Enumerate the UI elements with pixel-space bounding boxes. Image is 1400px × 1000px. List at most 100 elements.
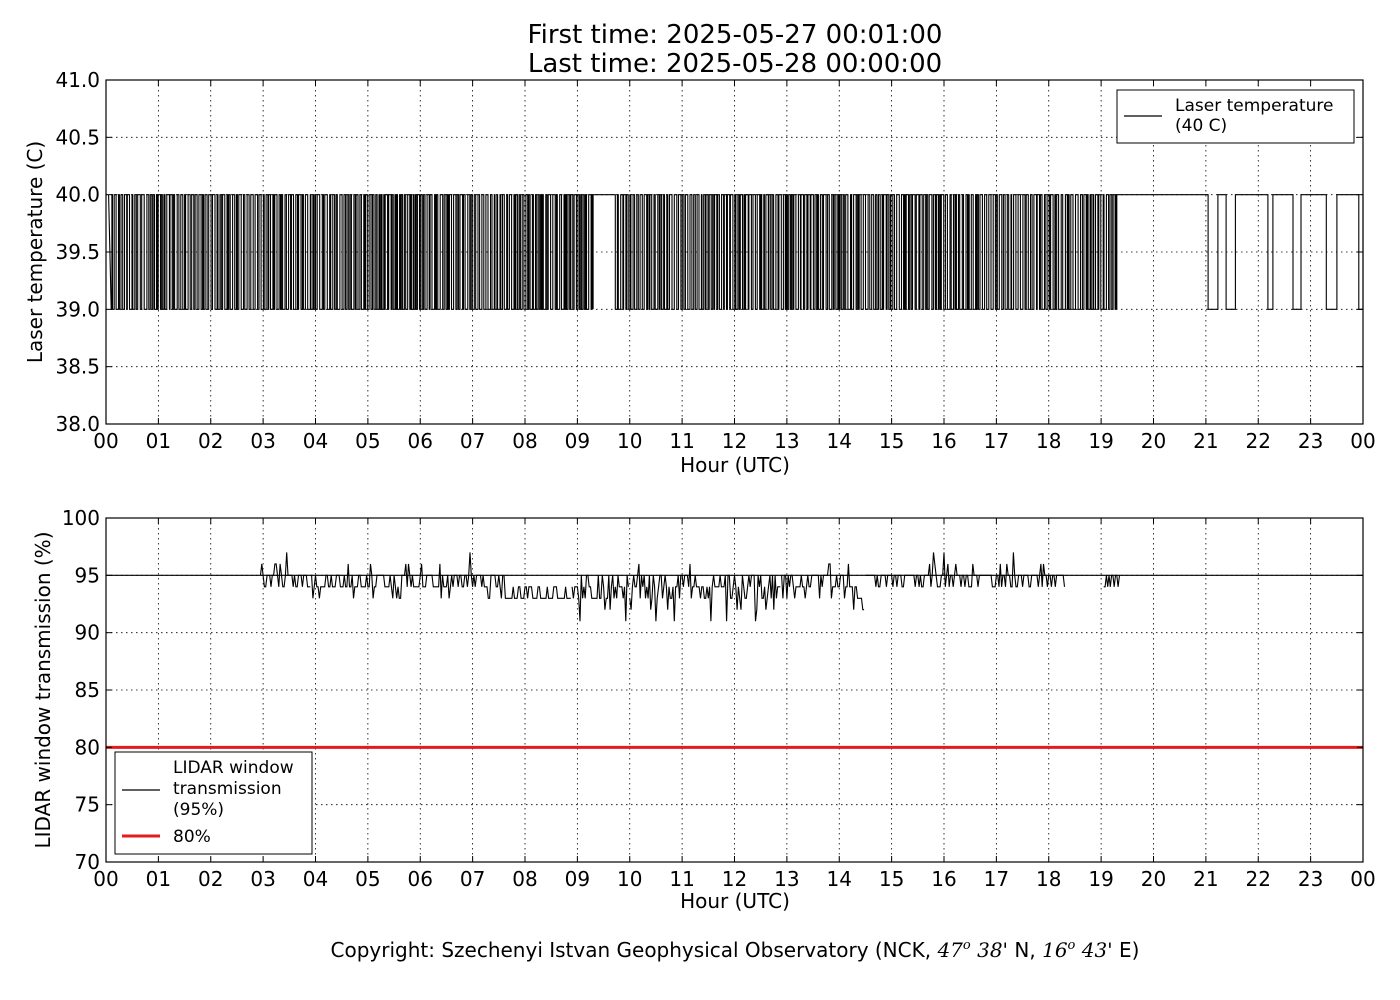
x-tick-label: 06 bbox=[408, 867, 433, 891]
x-tick-label: 17 bbox=[984, 867, 1009, 891]
x-tick-label: 05 bbox=[355, 867, 380, 891]
y-tick-label: 85 bbox=[75, 678, 100, 702]
longitude-degree-sign: o bbox=[1068, 938, 1076, 953]
x-tick-label: 12 bbox=[722, 429, 747, 453]
x-tick-label: 20 bbox=[1141, 429, 1166, 453]
x-tick-label: 06 bbox=[408, 429, 433, 453]
x-tick-label: 07 bbox=[460, 429, 485, 453]
x-tick-label: 00 bbox=[1350, 867, 1375, 891]
longitude-hemisphere: E) bbox=[1113, 938, 1140, 962]
transmission-line-segment bbox=[629, 563, 781, 622]
x-tick-label: 21 bbox=[1193, 429, 1218, 453]
transmission-legend-label-line-3: (95%) bbox=[173, 800, 224, 820]
x-tick-label: 11 bbox=[669, 429, 694, 453]
latitude-degree-sign: o bbox=[963, 938, 971, 953]
transmission-line-segment bbox=[1103, 574, 1121, 588]
x-tick-label: 10 bbox=[617, 429, 642, 453]
y-tick-label: 39.0 bbox=[55, 297, 100, 321]
x-tick-label: 03 bbox=[250, 429, 275, 453]
temperature-ticks: 00 01 02 03 04 05 06 07 08 09 10 11 12 13 14 15 16 17 18 19… bbox=[55, 68, 1375, 453]
transmission-series bbox=[106, 552, 1363, 749]
x-tick-label: 00 bbox=[1350, 429, 1375, 453]
transmission-line-segment bbox=[503, 575, 571, 599]
longitude-minutes: 43' bbox=[1075, 938, 1112, 962]
temperature-line bbox=[108, 194, 1364, 310]
temperature-legend: Laser temperature (40 C) bbox=[1116, 89, 1355, 144]
transmission-line-segment bbox=[310, 552, 504, 599]
y-tick-label: 41.0 bbox=[55, 68, 100, 92]
longitude-degrees: 16 bbox=[1042, 938, 1068, 962]
x-tick-label: 08 bbox=[512, 867, 537, 891]
x-tick-label: 19 bbox=[1088, 429, 1113, 453]
copyright: Copyright: Szechenyi Istvan Geophysical … bbox=[331, 938, 1140, 962]
x-tick-label: 09 bbox=[565, 429, 590, 453]
y-tick-label: 40.0 bbox=[55, 183, 100, 207]
temperature-legend-label-line-1: Laser temperature bbox=[1175, 96, 1333, 116]
x-tick-label: 22 bbox=[1246, 429, 1271, 453]
x-tick-label: 23 bbox=[1298, 429, 1323, 453]
title-line-1: First time: 2025-05-27 00:01:00 bbox=[528, 20, 943, 50]
x-tick-label: 13 bbox=[774, 867, 799, 891]
x-tick-label: 15 bbox=[879, 429, 904, 453]
x-tick-label: 16 bbox=[931, 429, 956, 453]
x-tick-label: 02 bbox=[198, 429, 223, 453]
latitude-minutes: 38' bbox=[971, 938, 1008, 962]
temperature-chart: 00 01 02 03 04 05 06 07 08 09 10 11 12 13 14 15 16 17 18 19… bbox=[23, 68, 1376, 477]
x-tick-label: 10 bbox=[617, 867, 642, 891]
y-tick-label: 70 bbox=[75, 850, 100, 874]
y-tick-label: 80 bbox=[75, 735, 100, 759]
x-tick-label: 05 bbox=[355, 429, 380, 453]
x-tick-label: 11 bbox=[669, 867, 694, 891]
transmission-y-axis-label: LIDAR window transmission (%) bbox=[31, 532, 55, 849]
temperature-legend-label-line-2: (40 C) bbox=[1175, 116, 1227, 136]
x-tick-label: 00 bbox=[93, 867, 118, 891]
transmission-line-segment bbox=[865, 552, 1066, 588]
x-tick-label: 01 bbox=[146, 429, 171, 453]
x-tick-label: 07 bbox=[460, 867, 485, 891]
transmission-line-segment bbox=[259, 552, 311, 588]
y-tick-label: 100 bbox=[62, 506, 100, 530]
x-tick-label: 12 bbox=[722, 867, 747, 891]
y-tick-label: 75 bbox=[75, 793, 100, 817]
x-tick-label: 18 bbox=[1036, 867, 1061, 891]
x-tick-label: 00 bbox=[93, 429, 118, 453]
y-tick-label: 38.0 bbox=[55, 412, 100, 436]
x-tick-label: 09 bbox=[565, 867, 590, 891]
transmission-legend-label-line-1: LIDAR window bbox=[173, 758, 294, 778]
y-tick-label: 95 bbox=[75, 563, 100, 587]
copyright-prefix: Copyright: Szechenyi Istvan Geophysical … bbox=[331, 938, 938, 962]
transmission-legend: LIDAR window transmission (95%) 80% bbox=[114, 751, 313, 855]
latitude-degrees: 47 bbox=[936, 938, 963, 962]
x-tick-label: 15 bbox=[879, 867, 904, 891]
temperature-x-axis-label: Hour (UTC) bbox=[680, 453, 790, 477]
x-tick-label: 23 bbox=[1298, 867, 1323, 891]
x-tick-label: 08 bbox=[512, 429, 537, 453]
x-tick-label: 16 bbox=[931, 867, 956, 891]
x-tick-label: 01 bbox=[146, 867, 171, 891]
transmission-legend-label-line-2: transmission bbox=[173, 779, 282, 799]
x-tick-label: 22 bbox=[1246, 867, 1271, 891]
x-tick-label: 14 bbox=[827, 867, 852, 891]
x-tick-label: 04 bbox=[303, 867, 328, 891]
y-tick-label: 90 bbox=[75, 621, 100, 645]
y-tick-label: 38.5 bbox=[55, 355, 100, 379]
y-tick-label: 40.5 bbox=[55, 125, 100, 149]
transmission-chart: 00 01 02 03 04 05 06 07 08 09 10 11 12 13 14 15 16 17 18 19… bbox=[31, 506, 1376, 913]
x-tick-label: 21 bbox=[1193, 867, 1218, 891]
y-tick-label: 39.5 bbox=[55, 240, 100, 264]
transmission-x-axis-label: Hour (UTC) bbox=[680, 889, 790, 913]
x-tick-label: 02 bbox=[198, 867, 223, 891]
x-tick-label: 04 bbox=[303, 429, 328, 453]
temperature-y-axis-label: Laser temperature (C) bbox=[23, 141, 47, 363]
x-tick-label: 18 bbox=[1036, 429, 1061, 453]
x-tick-label: 03 bbox=[250, 867, 275, 891]
x-tick-label: 13 bbox=[774, 429, 799, 453]
transmission-line-segment bbox=[781, 563, 865, 611]
temperature-series bbox=[108, 194, 1364, 310]
transmission-ticks: 00 01 02 03 04 05 06 07 08 09 10 11 12 13 14 15 16 17 18 19… bbox=[62, 506, 1376, 891]
x-tick-label: 17 bbox=[984, 429, 1009, 453]
transmission-line-segment bbox=[571, 574, 629, 622]
title-line-2: Last time: 2025-05-28 00:00:00 bbox=[528, 49, 942, 79]
threshold-legend-label: 80% bbox=[173, 827, 211, 847]
